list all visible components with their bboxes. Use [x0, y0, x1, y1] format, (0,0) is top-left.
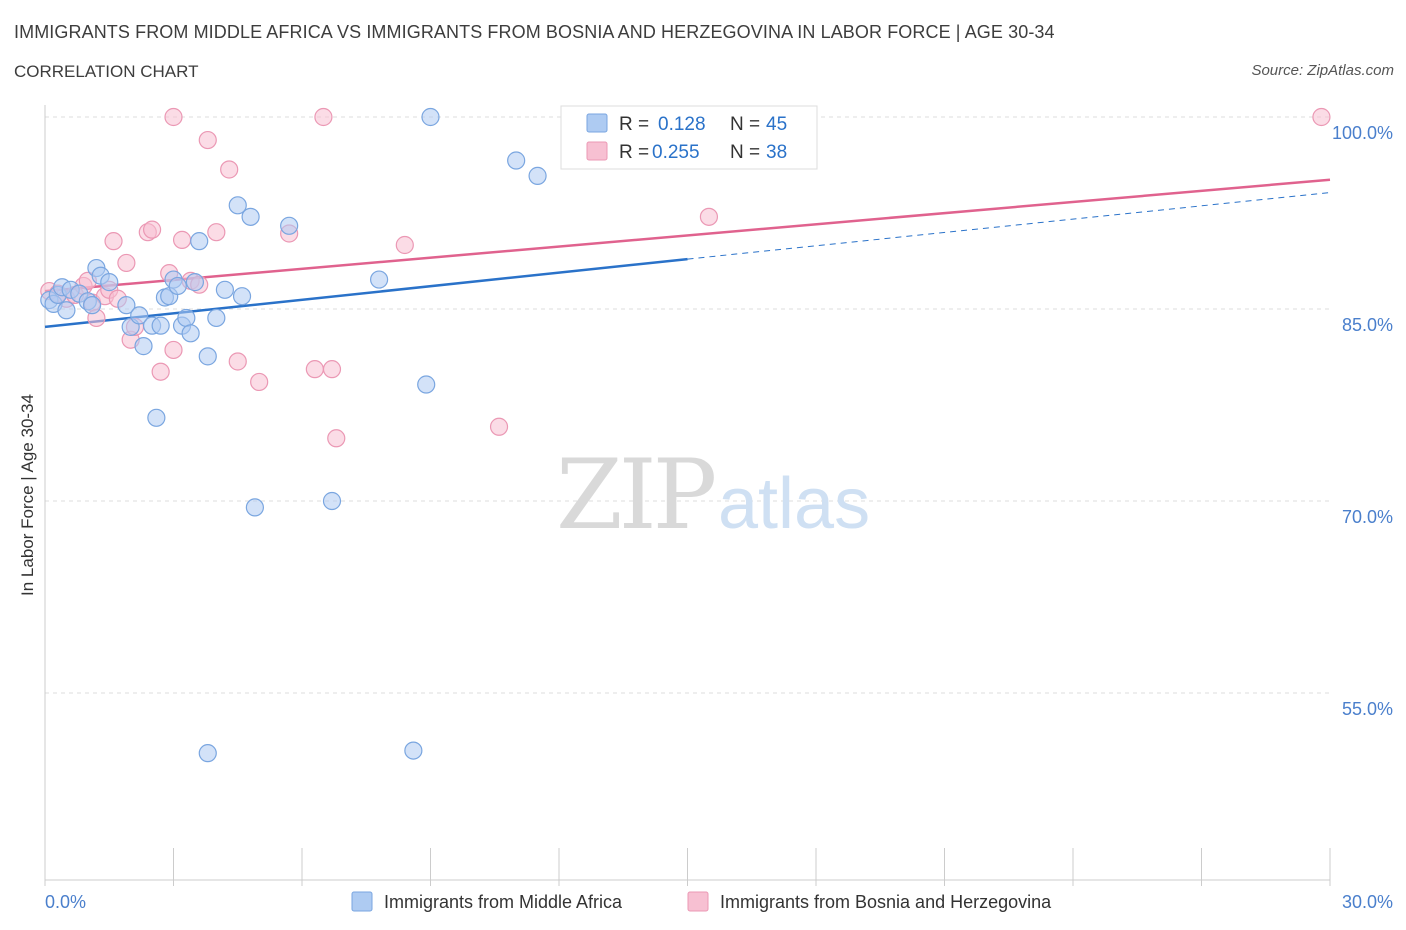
chart-subtitle: CORRELATION CHART: [14, 62, 199, 81]
trend-lines: [44, 178, 1331, 329]
bosnia-point-10: [104, 232, 123, 251]
bosnia-point-32: [327, 429, 346, 448]
bosnia-point-37: [1312, 107, 1331, 127]
legend-r-label-pink: R =: [619, 142, 649, 163]
middle-africa-point-43: [528, 166, 547, 185]
middle-africa-point-12: [117, 296, 136, 315]
series-legend: Immigrants from Middle Africa Immigrants…: [351, 891, 1052, 912]
watermark-zip: ZIP: [556, 439, 715, 551]
y-tick-label-3: 100.0%: [1332, 123, 1393, 143]
middle-africa-point-35: [245, 498, 264, 517]
middle-africa-point-18: [151, 316, 170, 335]
watermark-atlas: atlas: [718, 464, 870, 544]
y-axis-label: In Labor Force | Age 30-34: [18, 394, 37, 596]
middle-africa-point-4: [57, 301, 76, 320]
legend-n-value-pink: 38: [766, 142, 787, 163]
legend-swatch-middle-africa: [351, 891, 373, 912]
y-tick-label-0: 55.0%: [1342, 699, 1393, 719]
legend-swatch-blue: [586, 113, 608, 133]
bosnia-point-16: [142, 220, 162, 239]
middle-africa-point-37: [322, 491, 342, 511]
middle-africa-point-28: [198, 744, 217, 763]
chart-title: IMMIGRANTS FROM MIDDLE AFRICA VS IMMIGRA…: [14, 22, 1055, 42]
legend-n-label-blue: N =: [730, 114, 760, 135]
watermark: ZIP atlas: [556, 439, 870, 551]
legend-n-value-blue: 45: [766, 114, 787, 135]
axes: [44, 105, 1331, 886]
middle-africa-point-34: [241, 207, 260, 226]
legend-n-label-pink: N =: [730, 142, 760, 163]
legend-label-bosnia: Immigrants from Bosnia and Herzegovina: [720, 892, 1052, 912]
bosnia-point-20: [172, 230, 192, 249]
x-tick-label-max: 30.0%: [1342, 892, 1393, 912]
bosnia-point-26: [220, 160, 239, 179]
middle-africa-point-8: [83, 296, 102, 315]
source-credit: Source: ZipAtlas.com: [1251, 62, 1394, 79]
bosnia-point-35: [489, 417, 509, 436]
middle-africa-point-29: [198, 347, 217, 366]
legend-r-label-blue: R =: [619, 114, 649, 135]
middle-africa-point-27: [190, 232, 209, 251]
bosnia-point-30: [305, 360, 324, 379]
bosnia-point-25: [207, 223, 226, 242]
bosnia-point-34: [395, 235, 414, 255]
middle-africa-point-32: [228, 196, 247, 215]
tick-labels: 55.0% 70.0% 85.0% 100.0% 0.0% 30.0%: [45, 123, 1393, 912]
middle-africa-point-38: [370, 270, 389, 289]
trend-line-bosnia: [44, 178, 1331, 293]
middle-africa-point-31: [215, 280, 234, 299]
middle-africa-point-11: [100, 273, 119, 292]
middle-africa-point-26: [185, 273, 205, 292]
bosnia-point-17: [151, 362, 170, 381]
series-blue-points: [40, 107, 676, 763]
x-tick-label-min: 0.0%: [45, 892, 86, 912]
middle-africa-point-17: [147, 408, 166, 427]
middle-africa-point-42: [507, 151, 526, 170]
bosnia-point-28: [250, 372, 269, 392]
y-tick-label-1: 70.0%: [1342, 507, 1393, 527]
bosnia-point-12: [117, 253, 136, 273]
bosnia-point-27: [228, 352, 247, 371]
middle-africa-point-22: [168, 276, 187, 296]
middle-africa-point-39: [404, 741, 423, 760]
trend-line-middle-africa-extension: [687, 192, 1331, 260]
bosnia-point-36: [699, 207, 719, 226]
middle-africa-point-14: [130, 306, 149, 325]
legend-swatch-pink: [586, 141, 608, 161]
middle-africa-point-33: [232, 287, 252, 306]
middle-africa-point-30: [207, 308, 226, 328]
stats-legend-box: R = 0.128 N = 45 R = 0.255 N = 38: [560, 105, 818, 170]
legend-label-middle-africa: Immigrants from Middle Africa: [384, 892, 623, 912]
bosnia-point-23: [164, 107, 183, 127]
bosnia-point-33: [314, 107, 333, 127]
middle-africa-point-41: [421, 107, 440, 127]
y-tick-label-2: 85.0%: [1342, 315, 1393, 335]
trend-line-middle-africa: [44, 257, 688, 329]
bosnia-point-24: [198, 130, 217, 150]
middle-africa-point-24: [177, 308, 196, 328]
legend-swatch-bosnia: [687, 891, 709, 912]
bosnia-point-19: [164, 340, 183, 360]
middle-africa-point-40: [417, 375, 436, 394]
middle-africa-point-25: [181, 324, 200, 343]
middle-africa-point-15: [134, 337, 153, 356]
legend-r-value-blue: 0.128: [658, 114, 706, 135]
legend-r-value-pink: 0.255: [652, 142, 700, 163]
bosnia-point-31: [322, 360, 342, 379]
middle-africa-point-36: [280, 216, 299, 235]
